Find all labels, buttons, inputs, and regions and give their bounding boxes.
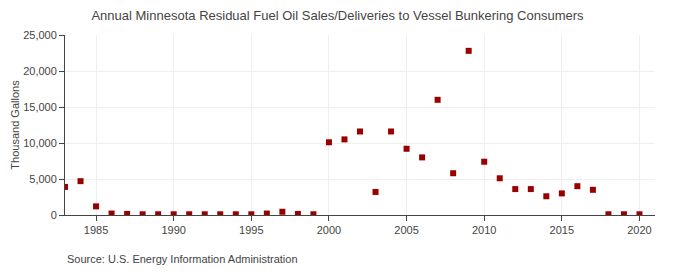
svg-text:Thousand Gallons: Thousand Gallons bbox=[9, 80, 21, 170]
svg-text:2010: 2010 bbox=[472, 224, 496, 236]
svg-text:2020: 2020 bbox=[627, 224, 651, 236]
svg-text:20,000: 20,000 bbox=[23, 65, 57, 77]
svg-text:0: 0 bbox=[51, 209, 57, 221]
svg-text:2005: 2005 bbox=[394, 224, 418, 236]
svg-text:Source: U.S. Energy Informatio: Source: U.S. Energy Information Administ… bbox=[67, 253, 298, 265]
svg-text:10,000: 10,000 bbox=[23, 137, 57, 149]
svg-text:5,000: 5,000 bbox=[29, 173, 57, 185]
svg-text:1990: 1990 bbox=[161, 224, 185, 236]
svg-text:2000: 2000 bbox=[317, 224, 341, 236]
svg-text:2015: 2015 bbox=[550, 224, 574, 236]
svg-text:25,000: 25,000 bbox=[23, 29, 57, 41]
svg-text:1985: 1985 bbox=[84, 224, 108, 236]
svg-text:Annual Minnesota Residual Fuel: Annual Minnesota Residual Fuel Oil Sales… bbox=[91, 8, 584, 23]
svg-text:1995: 1995 bbox=[239, 224, 263, 236]
svg-text:15,000: 15,000 bbox=[23, 101, 57, 113]
